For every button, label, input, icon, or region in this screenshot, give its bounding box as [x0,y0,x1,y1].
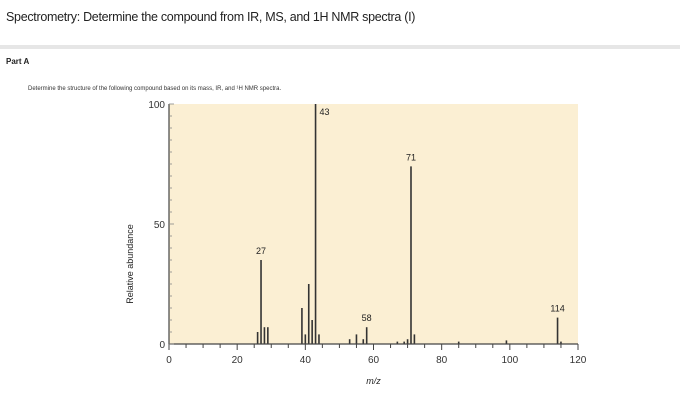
peak-label-43: 43 [320,107,330,117]
peak-label-114: 114 [550,304,564,314]
x-tick-label: 60 [368,355,380,366]
plot-area [169,104,578,344]
x-tick-label: 100 [501,355,518,366]
divider [0,45,680,49]
instruction-text: Determine the structure of the following… [28,86,282,92]
x-axis-label: m/z [366,376,381,386]
page-title: Spectrometry: Determine the compound fro… [6,10,416,24]
x-tick-label: 40 [300,355,312,366]
y-axis-label: Relative abundance [125,224,135,304]
y-tick-label: 100 [148,100,165,111]
x-tick-label: 20 [232,355,244,366]
peak-label-58: 58 [362,313,372,323]
peak-label-27: 27 [256,246,266,256]
y-tick-label: 50 [154,220,166,231]
peak-label-71: 71 [406,152,416,162]
x-tick-label: 0 [166,355,172,366]
y-tick-label: 0 [159,340,165,351]
x-tick-label: 80 [436,355,448,366]
part-label[interactable]: Part A [6,57,30,66]
x-tick-label: 120 [570,355,587,366]
